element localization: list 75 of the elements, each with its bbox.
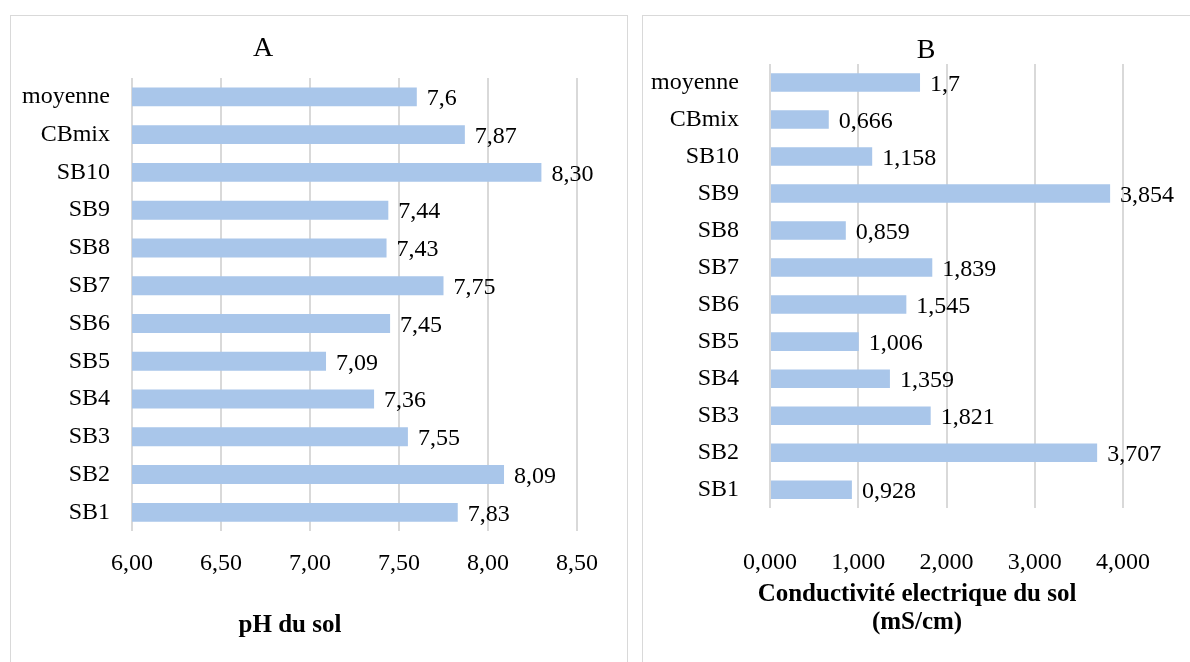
y-tick-label: SB1 [697, 474, 739, 501]
chart-title: A [252, 31, 274, 62]
y-tick-label: SB10 [56, 157, 110, 184]
x-tick-label: 3,000 [1007, 547, 1062, 574]
data-label: 1,359 [899, 365, 954, 392]
data-label: 7,09 [336, 348, 379, 375]
data-label: 1,7 [930, 69, 961, 96]
y-tick-label: SB4 [68, 384, 110, 411]
data-label: 7,55 [417, 424, 460, 451]
y-tick-label: SB2 [68, 459, 110, 486]
bar [771, 480, 852, 499]
data-label: 7,36 [384, 386, 427, 413]
y-tick-label: SB8 [697, 215, 739, 242]
bar [771, 221, 846, 240]
y-tick-label: SB5 [697, 326, 739, 353]
y-tick-label: SB3 [68, 422, 110, 449]
bar [771, 443, 1098, 462]
bar [771, 147, 873, 166]
data-label: 0,666 [838, 106, 893, 133]
y-tick-label: SB7 [68, 271, 110, 298]
x-tick-label: 6,00 [111, 548, 153, 575]
bar [771, 110, 829, 129]
data-label: 7,43 [396, 235, 439, 262]
x-axis-title: Conductivité electrique du sol (mS/cm) [756, 579, 1078, 635]
y-tick-label: SB8 [68, 233, 110, 260]
y-tick-label: SB7 [697, 252, 739, 279]
data-label: 0,859 [855, 217, 910, 244]
data-label: 8,09 [514, 461, 557, 488]
x-tick-label: 6,50 [200, 548, 242, 575]
bar [771, 295, 907, 314]
x-tick-label: 0,000 [743, 547, 797, 574]
bar [771, 406, 931, 425]
y-tick-label: moyenne [22, 82, 110, 109]
data-label: 1,821 [940, 402, 995, 429]
data-label: 3,707 [1107, 439, 1162, 466]
data-label: 1,545 [916, 291, 971, 318]
y-tick-label: SB3 [697, 400, 739, 427]
data-label: 7,6 [426, 84, 457, 111]
data-label: 3,854 [1120, 180, 1175, 207]
data-label: 7,45 [400, 310, 443, 337]
data-label: 1,158 [882, 143, 937, 170]
x-tick-label: 2,000 [919, 547, 974, 574]
y-tick-label: CBmix [669, 104, 739, 131]
data-label: 7,87 [474, 121, 517, 148]
data-label: 7,44 [398, 197, 441, 224]
x-tick-label: 7,50 [378, 548, 420, 575]
y-tick-label: CBmix [40, 119, 110, 146]
data-label: 7,83 [467, 499, 510, 526]
data-label: 1,006 [868, 328, 923, 355]
x-tick-label: 1,000 [831, 547, 886, 574]
x-tick-label: 8,00 [467, 548, 509, 575]
y-tick-label: SB2 [697, 437, 739, 464]
x-tick-label: 4,000 [1096, 547, 1150, 574]
y-tick-label: SB9 [697, 178, 739, 205]
data-label: 7,75 [453, 273, 496, 300]
data-label: 0,928 [861, 476, 916, 503]
bar [771, 369, 890, 388]
y-tick-label: SB1 [68, 497, 110, 524]
y-tick-label: SB10 [685, 141, 739, 168]
bar [771, 258, 933, 277]
x-axis-title: pH du sol [238, 610, 342, 638]
bar [771, 332, 859, 351]
y-tick-label: SB9 [68, 195, 110, 222]
y-tick-label: SB6 [697, 289, 739, 316]
bar [771, 184, 1111, 203]
y-tick-label: SB5 [68, 346, 110, 373]
y-tick-label: SB6 [68, 308, 110, 335]
y-tick-label: SB4 [697, 363, 739, 390]
y-tick-label: moyenne [651, 67, 739, 94]
bar [771, 73, 921, 92]
data-label: 8,30 [551, 159, 594, 186]
chart-title: B [916, 33, 936, 64]
x-tick-label: 7,00 [289, 548, 331, 575]
data-label: 1,839 [942, 254, 997, 281]
x-tick-label: 8,50 [556, 548, 598, 575]
